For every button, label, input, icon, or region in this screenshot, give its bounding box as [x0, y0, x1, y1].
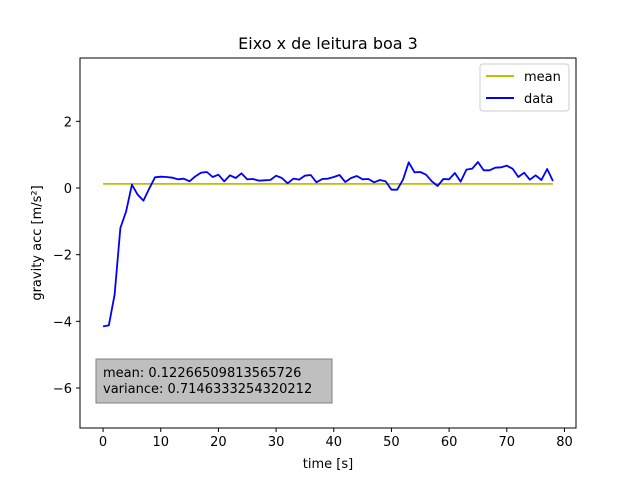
series-line-data [102, 161, 554, 328]
legend-mean-label: mean [524, 70, 561, 85]
x-axis-label: time [s] [303, 457, 353, 472]
x-tick-label: 0 [99, 435, 107, 450]
y-tick-label: −6 [53, 382, 72, 397]
y-tick-label: −4 [53, 315, 72, 330]
stats-box: mean: 0.12266509813565726 variance: 0.71… [95, 358, 333, 404]
legend: mean data [479, 63, 570, 112]
x-tick-label: 10 [152, 435, 169, 450]
y-axis-label: gravity acc [m/s²] [30, 185, 45, 300]
plot-frame [79, 57, 577, 429]
x-tick-label: 30 [268, 435, 285, 450]
chart-title: Eixo x de leitura boa 3 [238, 34, 418, 53]
y-tick-label: 2 [64, 115, 72, 130]
stats-mean-text: mean: 0.12266509813565726 [103, 366, 301, 381]
x-tick-label: 60 [441, 435, 458, 450]
x-tick-label: 40 [325, 435, 342, 450]
series-layer [102, 161, 554, 328]
y-tick-label: 0 [64, 182, 72, 197]
legend-data-label: data [524, 92, 553, 107]
x-tick-label: 20 [210, 435, 227, 450]
x-axis-ticks: 0 10 20 30 40 50 60 70 80 [99, 428, 573, 450]
x-tick-label: 80 [556, 435, 573, 450]
stats-box-frame [95, 358, 333, 404]
y-tick-label: −2 [53, 249, 72, 264]
stats-variance-text: variance: 0.7146333254320212 [103, 382, 312, 397]
x-tick-label: 50 [383, 435, 400, 450]
x-tick-label: 70 [499, 435, 516, 450]
y-axis-ticks: −6 −4 −2 0 2 [53, 115, 80, 397]
